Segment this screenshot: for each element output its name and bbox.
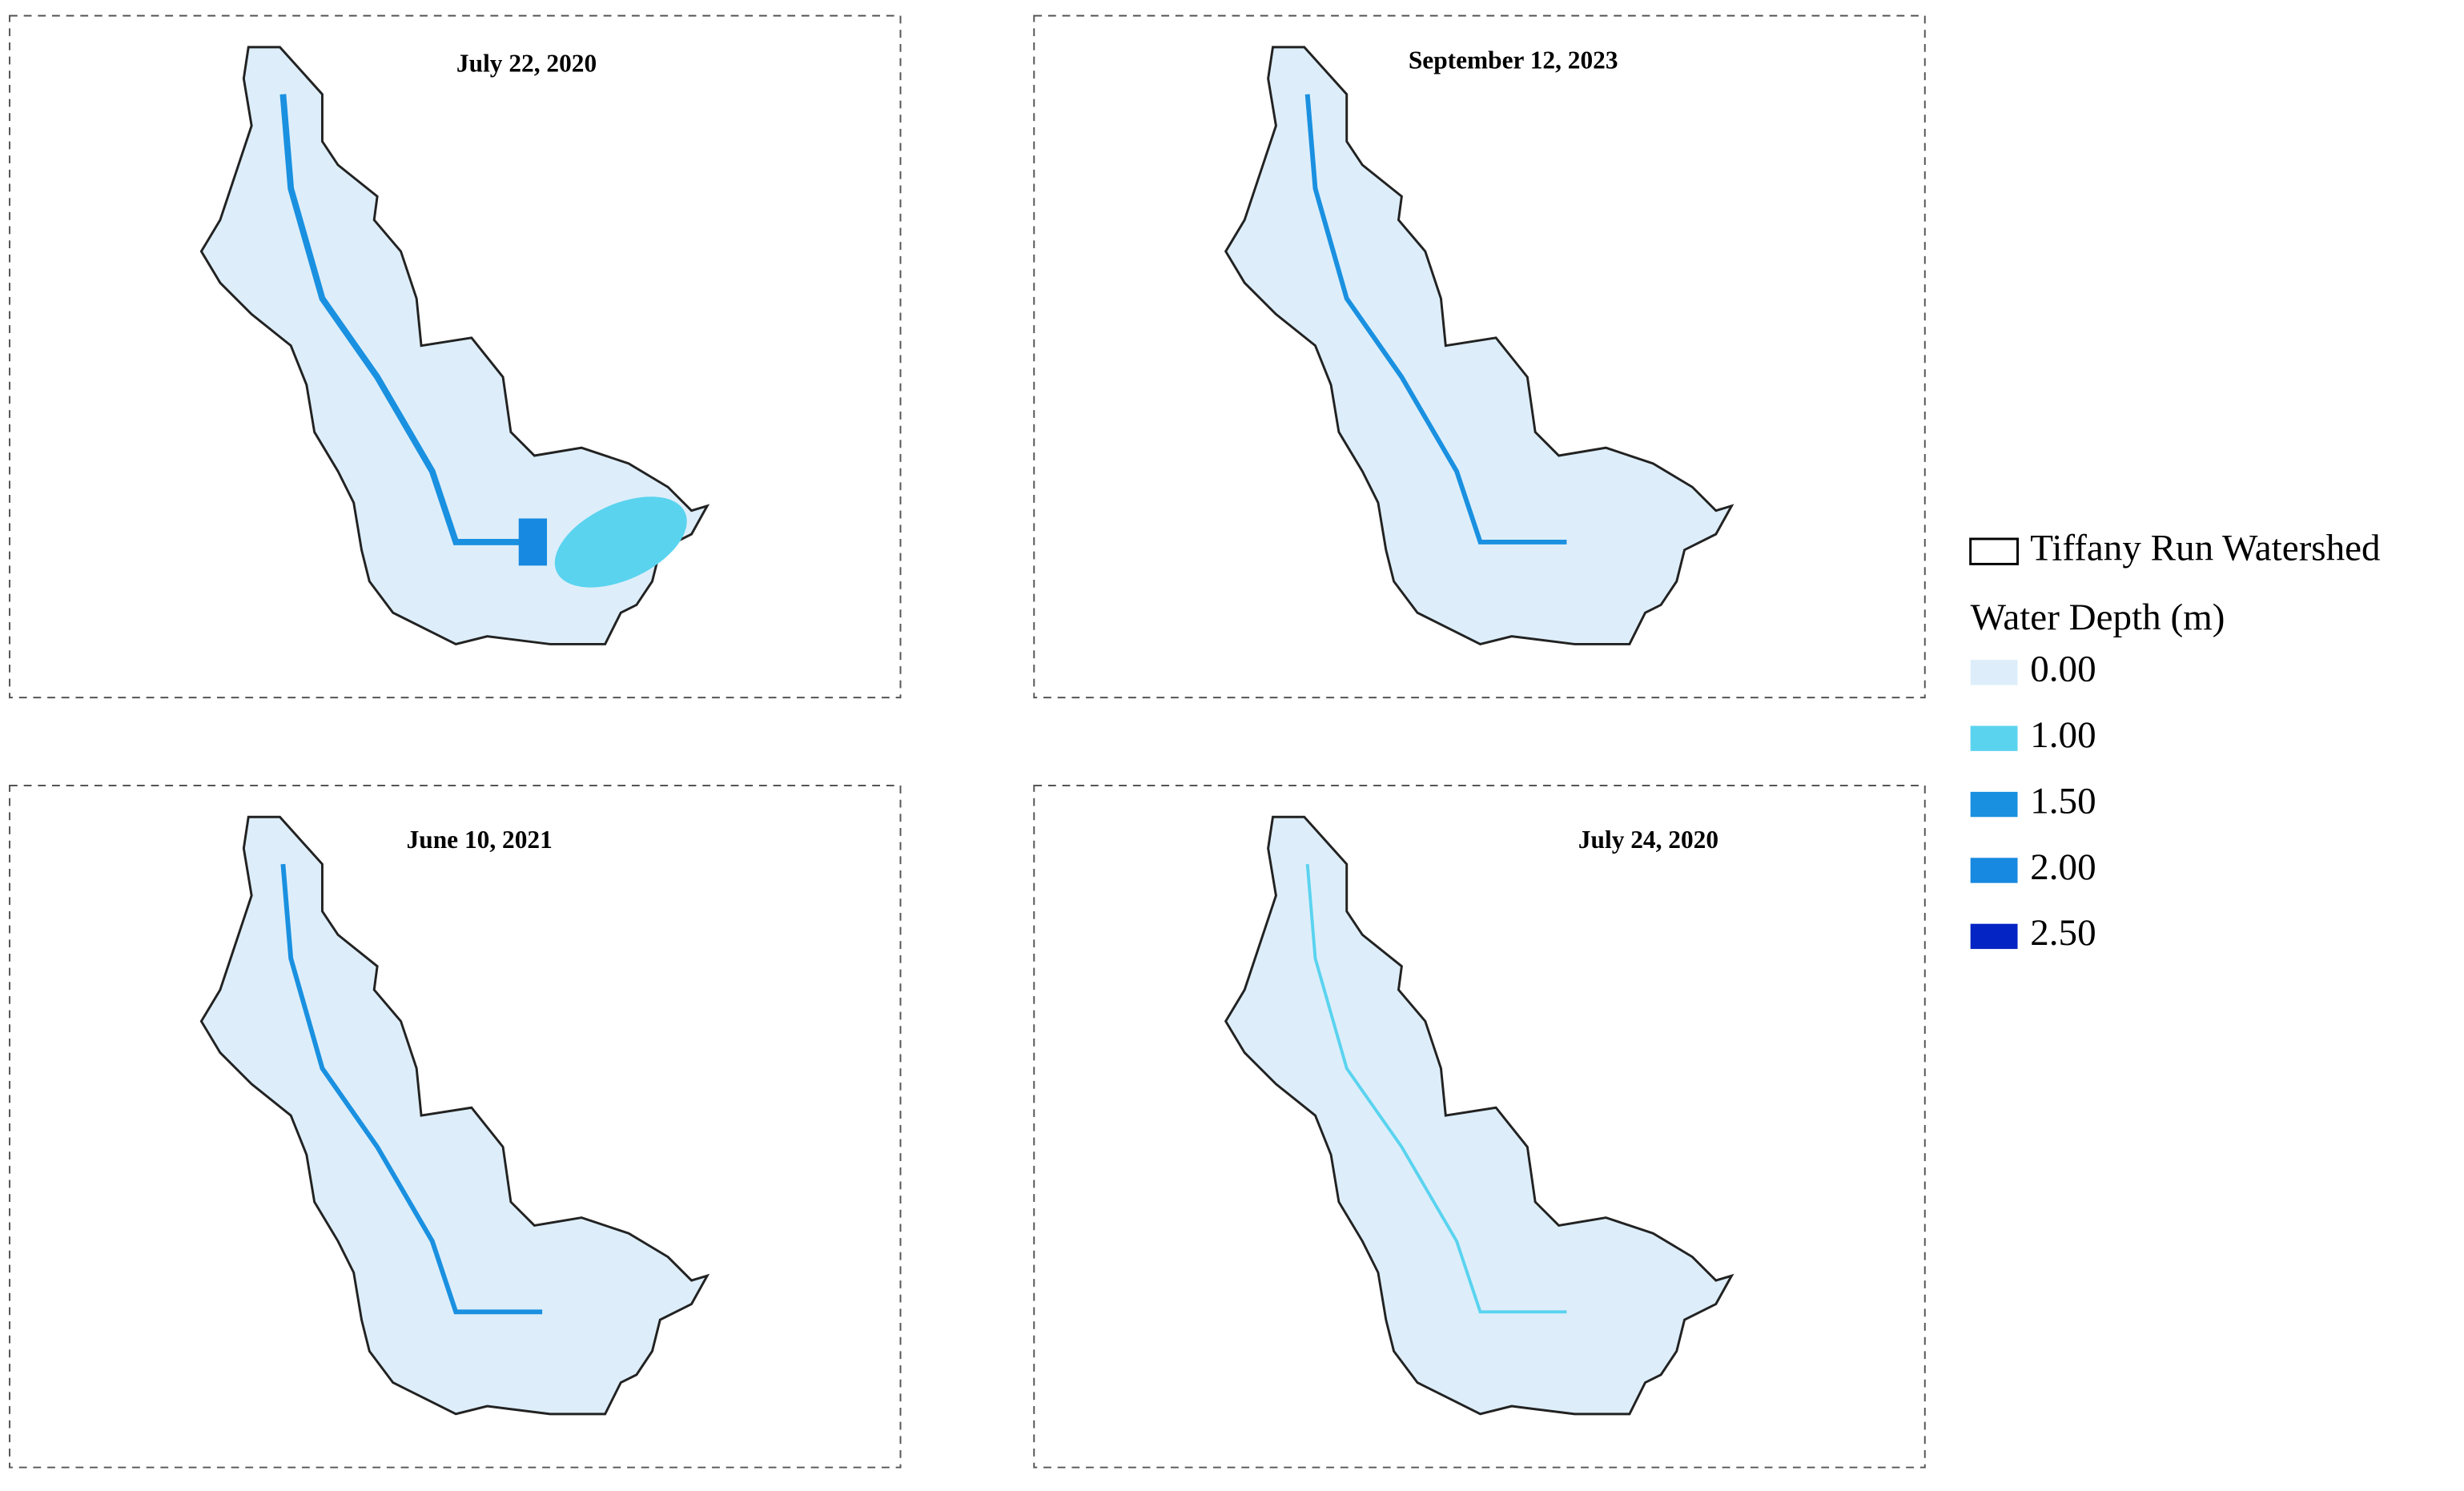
legend-entry: 1.50 <box>2030 780 2096 822</box>
map-panel: July 24, 2020 <box>1033 785 1926 1469</box>
legend-swatch <box>1970 858 2018 883</box>
legend-swatch <box>1970 660 2018 685</box>
legend-entry: 0.00 <box>2030 649 2096 690</box>
flood-area <box>518 518 548 566</box>
watershed <box>1224 46 1733 645</box>
panel-title: June 10, 2021 <box>407 826 553 854</box>
panel-frame <box>1033 785 1926 1469</box>
watershed <box>1224 815 1733 1416</box>
panel-title: July 24, 2020 <box>1578 826 1718 854</box>
legend-entry: 2.50 <box>2030 912 2096 954</box>
panel-frame <box>1033 14 1926 699</box>
map-panel: July 22, 2020 <box>9 14 902 699</box>
panel-frame <box>9 785 902 1469</box>
legend-label: Tiffany Run Watershed <box>2030 527 2380 569</box>
flood-lake <box>554 496 687 588</box>
watershed <box>199 815 709 1416</box>
legend: Tiffany Run Watershed Water Depth (m) 0.… <box>1969 527 2381 954</box>
legend-entry: 2.00 <box>2030 846 2096 888</box>
legend-swatch <box>1970 725 2018 751</box>
legend-entry: 1.00 <box>2030 714 2096 756</box>
map-panel: June 10, 2021 <box>9 785 902 1469</box>
legend-swatch <box>1970 791 2018 818</box>
panel-title: July 22, 2020 <box>456 50 597 78</box>
panel-title: September 12, 2023 <box>1409 46 1618 74</box>
legend-title: Water Depth (m) <box>1971 597 2225 638</box>
legend-swatch <box>1970 923 2018 950</box>
panel-frame <box>9 14 902 699</box>
map-panel: September 12, 2023 <box>1033 14 1926 699</box>
boundary-swatch <box>1969 537 2020 565</box>
